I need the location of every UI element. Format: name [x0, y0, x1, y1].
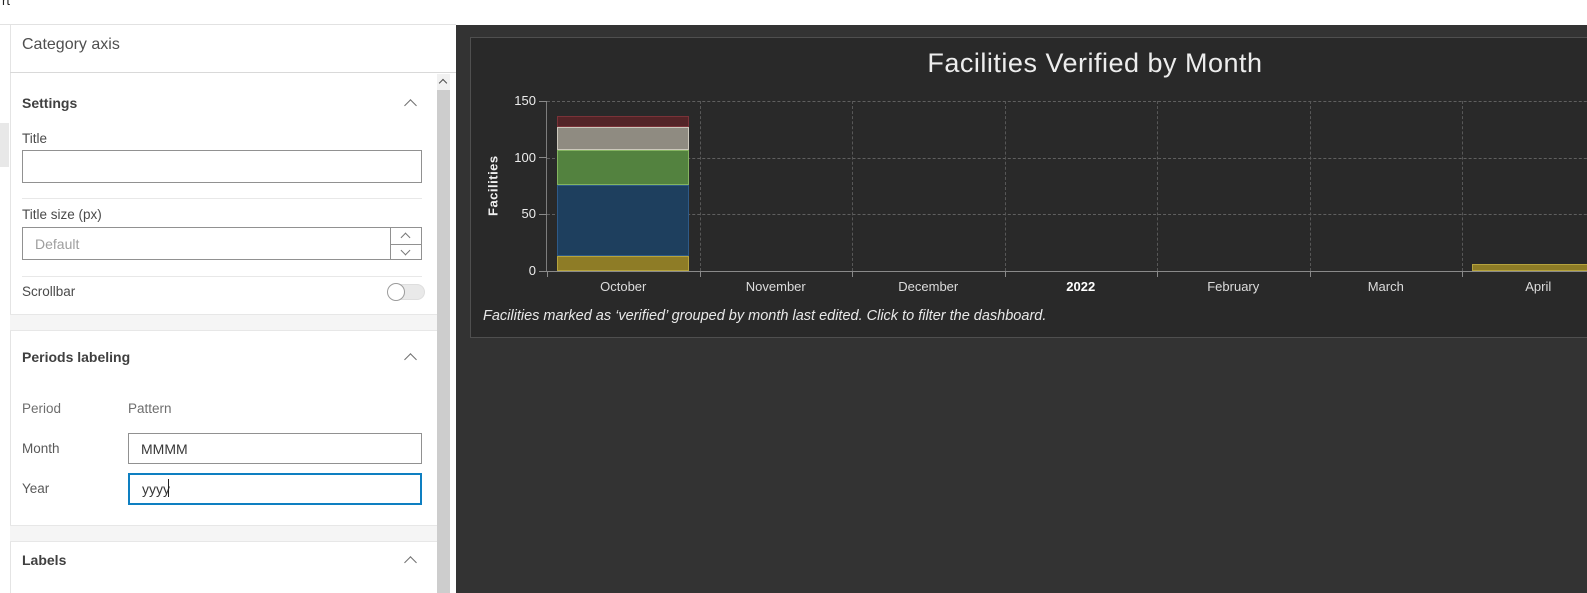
labels-section-header[interactable]: Labels: [22, 552, 67, 568]
gridline-vertical: [1004, 101, 1006, 271]
x-axis-tick: [1157, 272, 1158, 277]
gridline-vertical: [852, 101, 853, 271]
y-axis-title: Facilities: [485, 155, 501, 217]
settings-section-header[interactable]: Settings: [22, 95, 78, 111]
month-pattern-input[interactable]: [128, 433, 422, 464]
x-axis-category-label: October: [600, 279, 647, 294]
x-axis-line: [546, 271, 1587, 272]
x-axis-category-label: February: [1207, 279, 1260, 294]
chevron-up-icon: [438, 78, 448, 88]
title-size-stepper: [390, 227, 422, 260]
scrollbar-toggle-off[interactable]: [387, 283, 425, 301]
y-axis-tick-label: 0: [528, 263, 536, 278]
x-axis-category-label: March: [1367, 279, 1404, 294]
bar-segment-green[interactable]: [557, 149, 689, 185]
gridline-vertical: [1309, 101, 1311, 271]
x-axis-tick: [547, 272, 548, 277]
divider: [22, 198, 422, 199]
stacked-bar-october[interactable]: [557, 115, 689, 271]
title-input[interactable]: [22, 150, 422, 183]
period-column-header: Period: [22, 401, 62, 416]
year-row-label: Year: [22, 481, 50, 496]
dashboard-preview-panel: Facilities Verified by Month Facilities …: [456, 25, 1587, 593]
y-axis-tick: [539, 213, 547, 215]
y-axis-tick: [539, 100, 547, 102]
serial-chart-widget[interactable]: Facilities Verified by Month Facilities …: [470, 37, 1587, 338]
gridline-vertical: [1157, 101, 1158, 271]
gridline-horizontal: [547, 214, 1587, 216]
x-axis-tick: [699, 272, 701, 277]
bar-segment-maroon[interactable]: [557, 115, 689, 128]
x-axis-category-label: December: [898, 279, 959, 294]
x-axis-tick: [1004, 272, 1006, 277]
gridline-horizontal: [547, 157, 1587, 159]
y-axis-tick: [539, 270, 547, 272]
bar-segment-gray[interactable]: [557, 127, 689, 150]
x-axis-tick: [852, 272, 853, 277]
title-field-label: Title: [22, 131, 48, 146]
panel-title: Category axis: [22, 36, 120, 53]
stepper-increase-button[interactable]: [391, 228, 421, 244]
panel-header-divider: [10, 72, 456, 73]
bar-segment-yellow[interactable]: [557, 256, 689, 271]
title-size-label: Title size (px): [22, 207, 102, 222]
text-cursor: [168, 479, 169, 497]
chart-title: Facilities Verified by Month: [927, 48, 1263, 78]
gridline-horizontal: [547, 101, 1587, 102]
scrollbar-toggle-label: Scrollbar: [22, 284, 76, 299]
chevron-down-icon: [400, 245, 411, 255]
periods-labeling-section-header[interactable]: Periods labeling: [22, 349, 131, 365]
x-axis-category-label: 2022: [1066, 279, 1096, 294]
section-gap: [10, 314, 437, 331]
toggle-knob: [387, 283, 405, 301]
y-axis-tick-label: 100: [514, 149, 536, 165]
x-axis-tick: [1462, 272, 1463, 277]
y-axis-tick-label: 50: [521, 206, 536, 222]
chevron-up-icon: [400, 232, 411, 243]
y-axis-tick-label: 150: [514, 93, 536, 108]
scrollbar-up-button[interactable]: [437, 74, 450, 90]
stacked-bar-april[interactable]: [1472, 264, 1587, 271]
section-gap: [10, 525, 437, 542]
top-divider: [0, 24, 456, 25]
x-axis-category-label: April: [1525, 279, 1552, 294]
pattern-column-header: Pattern: [128, 401, 172, 416]
x-axis-tick: [1309, 272, 1311, 277]
month-row-label: Month: [22, 441, 60, 456]
collapsed-panel-tab[interactable]: [0, 123, 9, 167]
gridline-vertical: [699, 101, 701, 271]
bar-segment-yellow[interactable]: [1472, 264, 1587, 271]
y-axis-tick: [539, 157, 547, 159]
stepper-decrease-button[interactable]: [391, 243, 421, 260]
title-size-input[interactable]: [22, 227, 422, 260]
x-axis-category-label: November: [745, 279, 806, 294]
gridline-vertical: [1462, 101, 1463, 271]
panel-scrollbar[interactable]: [437, 74, 450, 593]
year-pattern-input-focused[interactable]: [128, 473, 422, 505]
divider: [22, 276, 422, 277]
bar-segment-blue[interactable]: [557, 184, 689, 257]
clipped-text-fragment: rt: [2, 0, 10, 8]
plot-area: 0 50 100 150 October November December 2022 Febr…: [514, 93, 1587, 294]
chart-caption: Facilities marked as ‘verified’ grouped …: [483, 308, 1047, 324]
